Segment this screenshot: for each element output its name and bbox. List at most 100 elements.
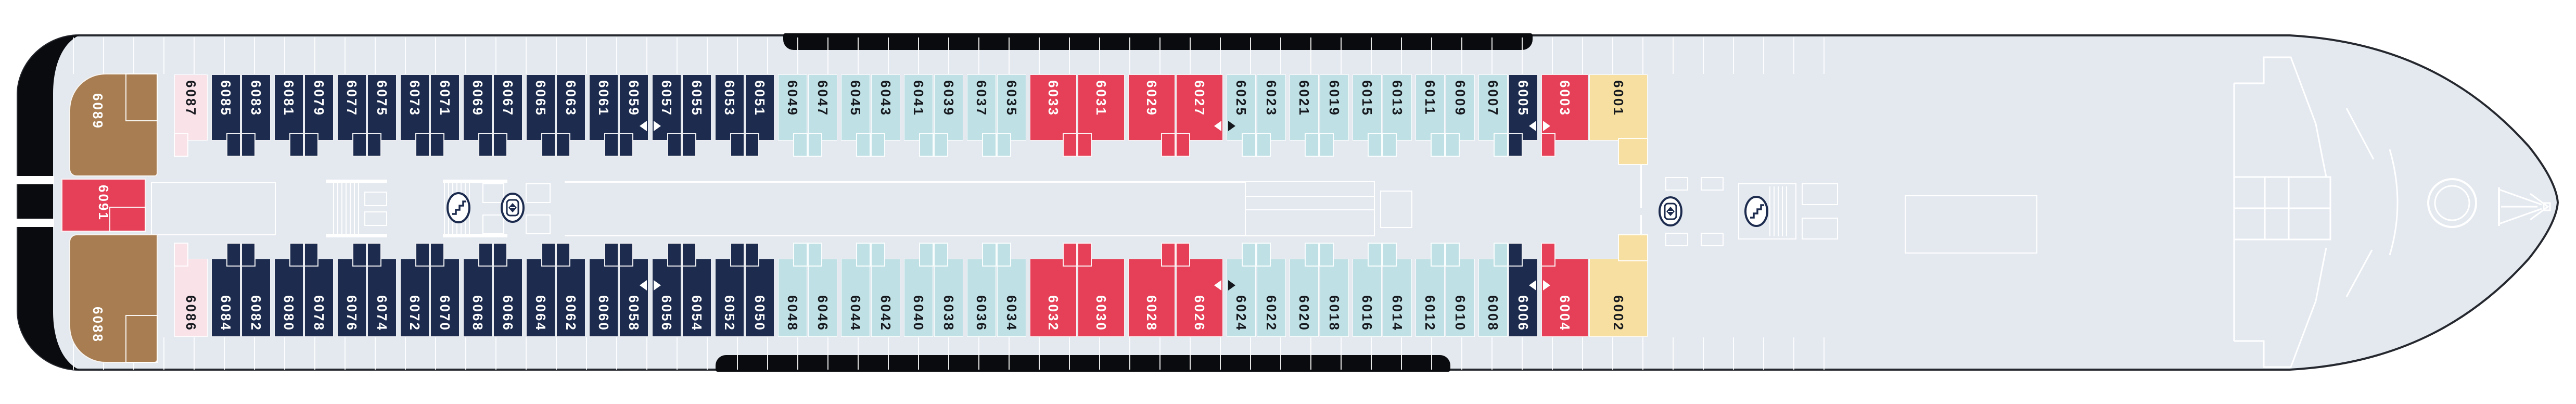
cabin-6065[interactable]: 6065 (526, 74, 556, 157)
cabin-6075[interactable]: 6075 (367, 74, 397, 157)
cabin-6088[interactable]: 6088 (69, 234, 158, 363)
cabin-6086[interactable]: 6086 (174, 243, 208, 337)
cabin-6031[interactable]: 6031 (1077, 74, 1125, 157)
cabin-6069[interactable]: 6069 (463, 74, 493, 157)
cabin-6054[interactable]: 6054 (682, 243, 711, 337)
cabin-6034[interactable]: 6034 (997, 243, 1026, 337)
cabin-6035[interactable]: 6035 (997, 74, 1026, 157)
cabin-6057[interactable]: 6057 (652, 74, 682, 157)
cabin-6063[interactable]: 6063 (556, 74, 585, 157)
cabin-6089[interactable]: 6089 (69, 73, 158, 176)
cabin-6036[interactable]: 6036 (967, 243, 997, 337)
cabin-6079[interactable]: 6079 (304, 74, 334, 157)
cabin-6002[interactable]: 6002 (1589, 234, 1648, 337)
cabin-6024[interactable]: 6024 (1227, 243, 1256, 337)
cabin-6009[interactable]: 6009 (1445, 74, 1475, 157)
cabin-6019[interactable]: 6019 (1319, 74, 1349, 157)
cabin-6004[interactable]: 6004 (1541, 243, 1588, 337)
cabin-6052[interactable]: 6052 (715, 243, 745, 337)
cabin-6085[interactable]: 6085 (211, 74, 241, 157)
cabin-6068[interactable]: 6068 (463, 243, 493, 337)
cabin-6021[interactable]: 6021 (1290, 74, 1319, 157)
cabin-6060[interactable]: 6060 (589, 243, 619, 337)
cabin-6044[interactable]: 6044 (841, 243, 871, 337)
cabin-6081[interactable]: 6081 (274, 74, 304, 157)
cabin-6008[interactable]: 6008 (1478, 243, 1508, 337)
cabin-6007[interactable]: 6007 (1478, 74, 1508, 157)
cabin-6018[interactable]: 6018 (1319, 243, 1349, 337)
cabin-6072[interactable]: 6072 (400, 243, 430, 337)
cabin-6077[interactable]: 6077 (337, 74, 367, 157)
cabin-6084[interactable]: 6084 (211, 243, 241, 337)
cabin-number: 6064 (533, 295, 549, 332)
cabin-6050[interactable]: 6050 (745, 243, 774, 337)
cabin-6032[interactable]: 6032 (1030, 243, 1077, 337)
cabin-6091[interactable]: 6091 (61, 179, 146, 232)
cabin-6038[interactable]: 6038 (934, 243, 963, 337)
triangle-left-icon (640, 121, 647, 131)
cabin-6010[interactable]: 6010 (1445, 243, 1475, 337)
cabin-6070[interactable]: 6070 (430, 243, 460, 337)
cabin-6030[interactable]: 6030 (1077, 243, 1125, 337)
cabin-6053[interactable]: 6053 (715, 74, 745, 157)
cabin-number: 6089 (90, 93, 106, 130)
cabin-entry-alcove (304, 133, 318, 157)
cabin-6001[interactable]: 6001 (1589, 74, 1648, 165)
cabin-6066[interactable]: 6066 (493, 243, 522, 337)
cabin-6020[interactable]: 6020 (1290, 243, 1319, 337)
cabin-6033[interactable]: 6033 (1030, 74, 1077, 157)
cabin-6014[interactable]: 6014 (1382, 243, 1412, 337)
cabin-6056[interactable]: 6056 (652, 243, 682, 337)
cabin-number: 6079 (311, 80, 327, 117)
cabin-6083[interactable]: 6083 (241, 74, 271, 157)
cabin-6027[interactable]: 6027 (1176, 74, 1223, 157)
cabin-6025[interactable]: 6025 (1227, 74, 1256, 157)
cabin-6003[interactable]: 6003 (1541, 74, 1588, 157)
cabin-6037[interactable]: 6037 (967, 74, 997, 157)
cabin-6005[interactable]: 6005 (1508, 74, 1538, 157)
cabin-6071[interactable]: 6071 (430, 74, 460, 157)
cabin-6042[interactable]: 6042 (871, 243, 900, 337)
cabin-6074[interactable]: 6074 (367, 243, 397, 337)
cabin-entry-alcove (415, 133, 430, 157)
cabin-6023[interactable]: 6023 (1256, 74, 1286, 157)
cabin-6011[interactable]: 6011 (1415, 74, 1445, 157)
cabin-6026[interactable]: 6026 (1176, 243, 1223, 337)
cabin-6015[interactable]: 6015 (1353, 74, 1382, 157)
service-room-divider (1245, 209, 1375, 210)
cabin-entry-alcove (289, 243, 304, 267)
cabin-entry-alcove (1319, 243, 1334, 267)
cabin-6080[interactable]: 6080 (274, 243, 304, 337)
cabin-6082[interactable]: 6082 (241, 243, 271, 337)
cabin-6078[interactable]: 6078 (304, 243, 334, 337)
cabin-6067[interactable]: 6067 (493, 74, 522, 157)
cabin-6087[interactable]: 6087 (174, 74, 208, 157)
cabin-6059[interactable]: 6059 (619, 74, 648, 157)
cabin-6046[interactable]: 6046 (808, 243, 837, 337)
cabin-6013[interactable]: 6013 (1382, 74, 1412, 157)
cabin-6073[interactable]: 6073 (400, 74, 430, 157)
cabin-6076[interactable]: 6076 (337, 243, 367, 337)
cabin-number: 6053 (722, 80, 737, 117)
cabin-number: 6060 (596, 295, 611, 332)
cabin-6028[interactable]: 6028 (1128, 243, 1176, 337)
cabin-6051[interactable]: 6051 (745, 74, 774, 157)
cabin-6039[interactable]: 6039 (934, 74, 963, 157)
cabin-6049[interactable]: 6049 (778, 74, 808, 157)
cabin-6043[interactable]: 6043 (871, 74, 900, 157)
cabin-6048[interactable]: 6048 (778, 243, 808, 337)
cabin-6041[interactable]: 6041 (904, 74, 934, 157)
cabin-6064[interactable]: 6064 (526, 243, 556, 337)
cabin-6012[interactable]: 6012 (1415, 243, 1445, 337)
cabin-6016[interactable]: 6016 (1353, 243, 1382, 337)
cabin-6040[interactable]: 6040 (904, 243, 934, 337)
cabin-6055[interactable]: 6055 (682, 74, 711, 157)
cabin-6006[interactable]: 6006 (1508, 243, 1538, 337)
cabin-6058[interactable]: 6058 (619, 243, 648, 337)
cabin-6029[interactable]: 6029 (1128, 74, 1176, 157)
cabin-6062[interactable]: 6062 (556, 243, 585, 337)
cabin-6045[interactable]: 6045 (841, 74, 871, 157)
cabin-6047[interactable]: 6047 (808, 74, 837, 157)
cabin-6061[interactable]: 6061 (589, 74, 619, 157)
cabin-6022[interactable]: 6022 (1256, 243, 1286, 337)
